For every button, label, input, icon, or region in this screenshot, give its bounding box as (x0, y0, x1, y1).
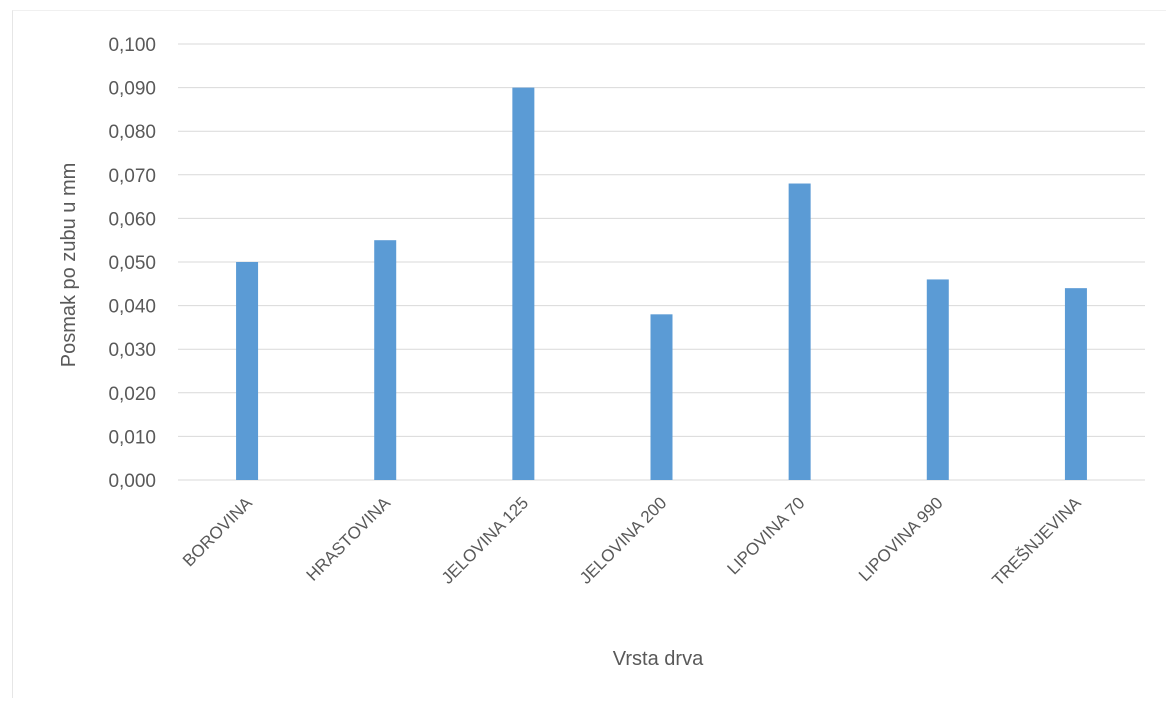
y-axis-tick-labels: 0,000 0,010 0,020 0,030 0,040 0,050 0,060 0,070… (108, 35, 156, 492)
bar-lipovina-990 (926, 279, 949, 480)
x-category-label: LIPOVINA 70 (724, 493, 809, 578)
y-tick-label: 0,000 (108, 471, 156, 492)
y-tick-label: 0,100 (108, 35, 156, 56)
x-category-label: JELOVINA 125 (438, 493, 532, 587)
y-tick-label: 0,050 (108, 253, 156, 274)
y-tick-label: 0,030 (108, 340, 156, 361)
bar-jelovina-125 (512, 87, 535, 480)
y-tick-label: 0,010 (108, 427, 156, 448)
y-tick-label: 0,090 (108, 79, 156, 100)
y-tick-label: 0,040 (108, 297, 156, 318)
x-category-label: BOROVINA (179, 493, 256, 570)
y-tick-label: 0,070 (108, 166, 156, 187)
x-category-label: TREŠNJEVINA (988, 493, 1085, 590)
bar-borovina (236, 262, 259, 480)
bar-hrastovina (374, 240, 397, 480)
bars (236, 87, 1087, 480)
x-category-label: HRASTOVINA (303, 493, 395, 585)
bar-jelovina-200 (650, 314, 673, 480)
y-tick-label: 0,080 (108, 122, 156, 143)
y-axis-title: Posmak po zubu u mm (58, 163, 80, 368)
bar-trešnjevina (1064, 288, 1087, 480)
y-tick-label: 0,060 (108, 209, 156, 230)
y-tick-label: 0,020 (108, 384, 156, 405)
bar-lipovina-70 (788, 183, 811, 480)
x-category-label: LIPOVINA 990 (855, 493, 947, 585)
x-category-label: JELOVINA 200 (576, 493, 670, 587)
x-axis-title: Vrsta drva (613, 648, 704, 670)
x-axis-category-labels: BOROVINA HRASTOVINA JELOVINA 125 JELOVINA 2… (179, 493, 1085, 590)
chart-frame (12, 10, 1166, 698)
